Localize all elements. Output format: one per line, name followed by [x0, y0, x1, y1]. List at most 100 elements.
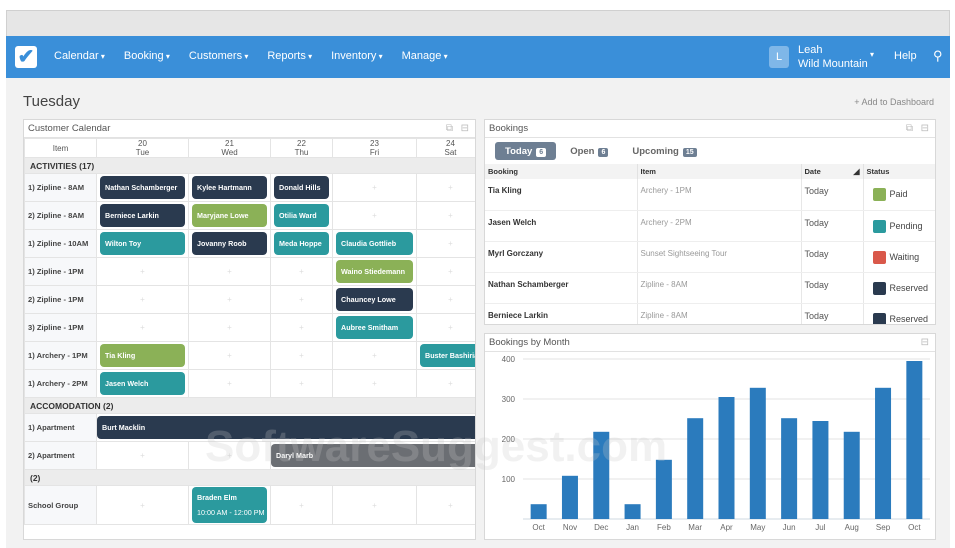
calendar-cell[interactable]: Jovanny Roob	[188, 229, 271, 258]
calendar-cell[interactable]: +	[96, 257, 189, 286]
bar-aug[interactable]	[843, 431, 860, 519]
calendar-cell[interactable]: +	[96, 285, 189, 314]
calendar-cell[interactable]: +	[270, 369, 333, 398]
collapse-icon[interactable]: ⊟	[920, 337, 929, 348]
calendar-cell[interactable]: +	[188, 313, 271, 342]
booking-event[interactable]: Burt Macklin	[97, 416, 475, 439]
calendar-cell[interactable]: +	[270, 313, 333, 342]
calendar-cell[interactable]: +	[188, 341, 271, 370]
calendar-cell[interactable]: +	[416, 257, 475, 286]
booking-event[interactable]: Maryjane Lowe	[192, 204, 267, 227]
add-slot-icon[interactable]: +	[299, 267, 304, 276]
calendar-cell[interactable]: +	[416, 485, 475, 525]
booking-event[interactable]: Jasen Welch	[100, 372, 185, 395]
add-slot-icon[interactable]: +	[448, 379, 453, 388]
add-slot-icon[interactable]: +	[372, 379, 377, 388]
add-slot-icon[interactable]: +	[448, 323, 453, 332]
calendar-cell[interactable]: +	[416, 173, 475, 202]
add-slot-icon[interactable]: +	[448, 500, 453, 510]
booking-event[interactable]: Donald Hills	[274, 176, 329, 199]
calendar-cell[interactable]: +	[188, 257, 271, 286]
add-slot-icon[interactable]: +	[448, 295, 453, 304]
calendar-cell[interactable]: Kylee Hartmann	[188, 173, 271, 202]
calendar-cell[interactable]: +	[416, 285, 475, 314]
add-slot-icon[interactable]: +	[448, 267, 453, 276]
booking-row[interactable]: Jasen Welch Archery - 2PM Today Pending	[485, 210, 935, 242]
calendar-cell[interactable]: +	[416, 229, 475, 258]
add-slot-icon[interactable]: +	[372, 211, 377, 220]
nav-calendar[interactable]: Calendar	[54, 50, 105, 62]
booking-name[interactable]: Berniece Larkin	[485, 303, 638, 324]
nav-inventory[interactable]: Inventory	[331, 50, 383, 62]
logo-check-icon[interactable]: ✔	[15, 46, 37, 68]
booking-name[interactable]: Nathan Schamberger	[485, 272, 638, 304]
column-header-booking[interactable]: Booking	[485, 164, 638, 179]
add-to-dashboard-link[interactable]: + Add to Dashboard	[854, 97, 934, 107]
bar-sep[interactable]	[875, 387, 892, 519]
add-slot-icon[interactable]: +	[140, 500, 145, 510]
add-slot-icon[interactable]: +	[299, 379, 304, 388]
help-link[interactable]: Help	[894, 50, 917, 62]
calendar-cell[interactable]: Donald Hills	[270, 173, 333, 202]
add-slot-icon[interactable]: +	[227, 379, 232, 388]
bar-jul[interactable]	[812, 421, 829, 519]
booking-name[interactable]: Myrl Gorczany	[485, 241, 638, 273]
calendar-cell[interactable]: Daryl Marb	[270, 441, 475, 470]
booking-event[interactable]: Meda Hoppe	[274, 232, 329, 255]
booking-row[interactable]: Nathan Schamberger Zipline - 8AM Today Rese…	[485, 272, 935, 304]
add-slot-icon[interactable]: +	[140, 295, 145, 304]
calendar-cell[interactable]: Tia Kling	[96, 341, 189, 370]
add-slot-icon[interactable]: +	[299, 351, 304, 360]
column-header-date[interactable]: Date ◢	[801, 164, 864, 179]
calendar-cell[interactable]: Burt Macklin	[96, 413, 475, 442]
calendar-cell[interactable]: +	[332, 485, 417, 525]
add-slot-icon[interactable]: +	[372, 351, 377, 360]
calendar-cell[interactable]: Maryjane Lowe	[188, 201, 271, 230]
add-slot-icon[interactable]: +	[227, 451, 232, 460]
calendar-cell[interactable]: +	[270, 257, 333, 286]
nav-booking[interactable]: Booking	[124, 50, 170, 62]
calendar-cell[interactable]: +	[270, 341, 333, 370]
chevron-down-icon[interactable]: ▾	[870, 50, 875, 59]
calendar-cell[interactable]: Wilton Toy	[96, 229, 189, 258]
booking-event[interactable]: Kylee Hartmann	[192, 176, 267, 199]
booking-event[interactable]: Waino Stiedemann	[336, 260, 413, 283]
calendar-cell[interactable]: +	[416, 313, 475, 342]
calendar-cell[interactable]: +	[188, 369, 271, 398]
calendar-cell[interactable]: Aubree Smitham	[332, 313, 417, 342]
booking-event[interactable]: Berniece Larkin	[100, 204, 185, 227]
calendar-cell[interactable]: Jasen Welch	[96, 369, 189, 398]
bar-dec[interactable]	[593, 431, 610, 519]
booking-event[interactable]: Otilia Ward	[274, 204, 329, 227]
collapse-icon[interactable]: ⊟	[460, 123, 469, 134]
external-link-icon[interactable]: ⧉	[905, 123, 913, 134]
calendar-cell[interactable]: +	[96, 485, 189, 525]
calendar-cell[interactable]: Braden Elm 10:00 AM - 12:00 PM	[188, 485, 271, 525]
bar-oct[interactable]	[530, 504, 547, 519]
booking-event[interactable]: Claudia Gottlieb	[336, 232, 413, 255]
bar-mar[interactable]	[687, 418, 704, 519]
add-slot-icon[interactable]: +	[140, 451, 145, 460]
add-slot-icon[interactable]: +	[448, 239, 453, 248]
calendar-cell[interactable]: Waino Stiedemann	[332, 257, 417, 286]
calendar-cell[interactable]: +	[332, 201, 417, 230]
booking-name[interactable]: Jasen Welch	[485, 210, 638, 242]
calendar-cell[interactable]: +	[188, 441, 271, 470]
booking-event[interactable]: Chauncey Lowe	[336, 288, 413, 311]
column-header-status[interactable]: Status	[863, 164, 935, 179]
booking-event[interactable]: Nathan Schamberger	[100, 176, 185, 199]
calendar-cell[interactable]: +	[270, 285, 333, 314]
sort-icon[interactable]: ◢	[853, 167, 860, 176]
booking-row[interactable]: Tia Kling Archery - 1PM Today Paid	[485, 179, 935, 211]
add-slot-icon[interactable]: +	[448, 211, 453, 220]
add-slot-icon[interactable]: +	[140, 323, 145, 332]
calendar-cell[interactable]: +	[96, 441, 189, 470]
calendar-cell[interactable]: Otilia Ward	[270, 201, 333, 230]
calendar-cell[interactable]: Nathan Schamberger	[96, 173, 189, 202]
add-slot-icon[interactable]: +	[372, 500, 377, 510]
add-slot-icon[interactable]: +	[372, 183, 377, 192]
calendar-cell[interactable]: +	[332, 173, 417, 202]
add-slot-icon[interactable]: +	[140, 267, 145, 276]
calendar-cell[interactable]: Berniece Larkin	[96, 201, 189, 230]
nav-reports[interactable]: Reports	[267, 50, 312, 62]
